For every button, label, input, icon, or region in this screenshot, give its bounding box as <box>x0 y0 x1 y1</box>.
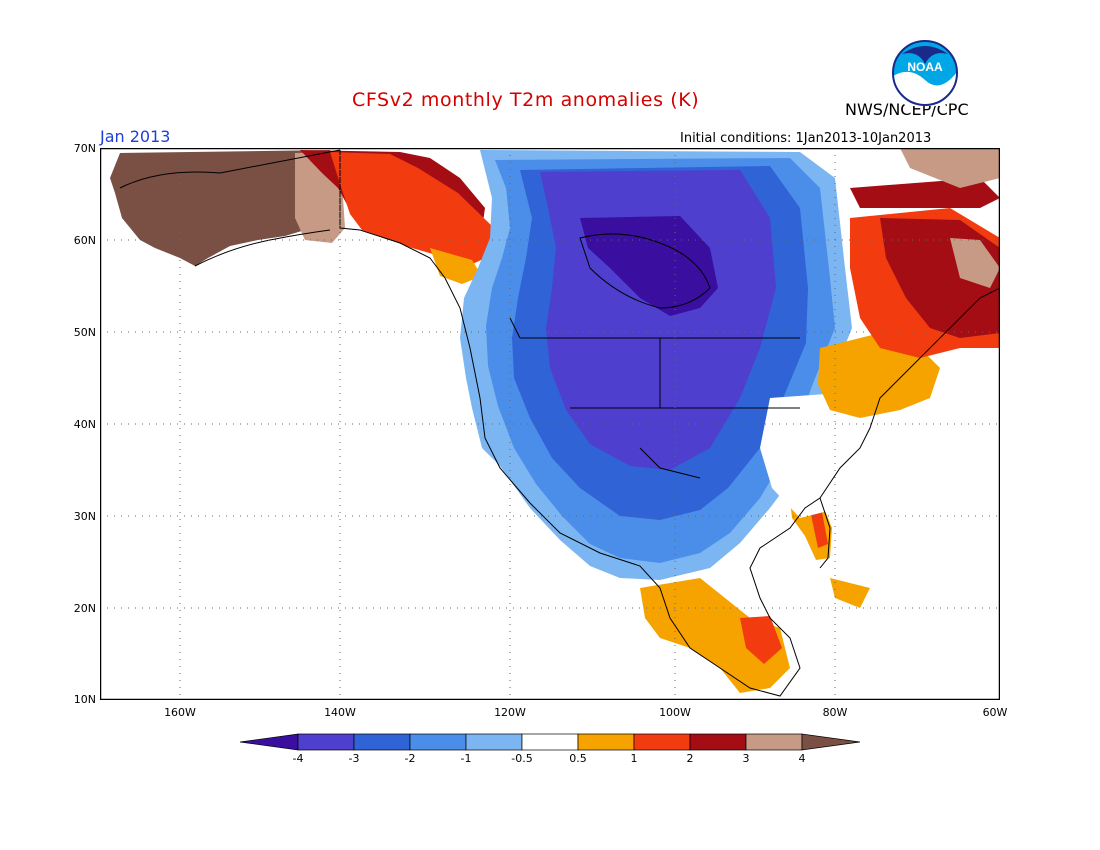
anomaly-region-greenland-4 <box>900 148 1000 188</box>
anomaly-region-labrador-4 <box>950 238 1000 288</box>
anomaly-region-hudson-neg5 <box>580 216 718 316</box>
lon-label-140w: 140W <box>324 706 356 719</box>
lat-label-10n: 10N <box>73 693 96 706</box>
anomaly-region-alaska-4 <box>110 150 338 266</box>
logo-text: NOAA <box>907 60 943 74</box>
map-frame <box>100 148 1000 700</box>
colorbar-label: -1 <box>460 752 472 765</box>
anomaly-region-bc-2 <box>330 152 492 266</box>
anomaly-region-mexico-1 <box>640 578 790 693</box>
lat-label-30n: 30N <box>73 510 96 523</box>
lat-label-50n: 50N <box>73 326 96 339</box>
anomaly-region-florida-3 <box>810 510 828 548</box>
colorbar-label: 2 <box>686 752 694 765</box>
colorbar-label: 3 <box>742 752 750 765</box>
lon-label-60w: 60W <box>982 706 1008 719</box>
initial-conditions-label: Initial conditions: <box>680 131 792 146</box>
anomaly-region-centam-2 <box>740 616 782 664</box>
colorbar-arrow-left <box>240 733 299 751</box>
initial-conditions-range: 1Jan2013-10Jan2013 <box>795 131 932 146</box>
lon-label-80w: 80W <box>822 706 848 719</box>
colorbar-label: -4 <box>292 752 304 765</box>
colorbar-label: 4 <box>798 752 806 765</box>
lat-label-40n: 40N <box>73 418 96 431</box>
colorbar-label: -2 <box>404 752 416 765</box>
chart-title: CFSv2 monthly T2m anomalies (K) <box>352 89 700 111</box>
colorbar-segment <box>745 733 803 751</box>
coastlines <box>119 149 1000 697</box>
colorbar-label: -3 <box>348 752 360 765</box>
lon-label-120w: 120W <box>494 706 526 719</box>
colorbar-label: -0.5 <box>511 752 533 765</box>
colorbar-label: 1 <box>630 752 638 765</box>
colorbar-segment <box>689 733 747 751</box>
lon-label-100w: 100W <box>659 706 691 719</box>
colorbar-label: 0.5 <box>569 752 587 765</box>
graticule <box>100 148 1000 700</box>
colorbar-segment <box>633 733 691 751</box>
lat-label-20n: 20N <box>73 602 96 615</box>
colorbar-segment <box>353 733 411 751</box>
anomaly-region-caribbean-1 <box>830 578 870 608</box>
colorbar-segment <box>465 733 523 751</box>
colorbar-segment <box>521 733 579 751</box>
noaa-logo: NOAA <box>892 40 958 106</box>
anomaly-map <box>100 148 1000 700</box>
month-label: Jan 2013 <box>100 127 171 146</box>
lat-label-60n: 60N <box>73 234 96 247</box>
colorbar-segment <box>577 733 635 751</box>
colorbar-arrow-right <box>801 733 860 751</box>
lon-label-160w: 160W <box>164 706 196 719</box>
colorbar <box>240 733 860 751</box>
initial-conditions: Initial conditions: 1Jan2013-10Jan2013 <box>680 131 931 146</box>
colorbar-segment <box>297 733 355 751</box>
lat-label-70n: 70N <box>73 142 96 155</box>
colorbar-segment <box>409 733 467 751</box>
